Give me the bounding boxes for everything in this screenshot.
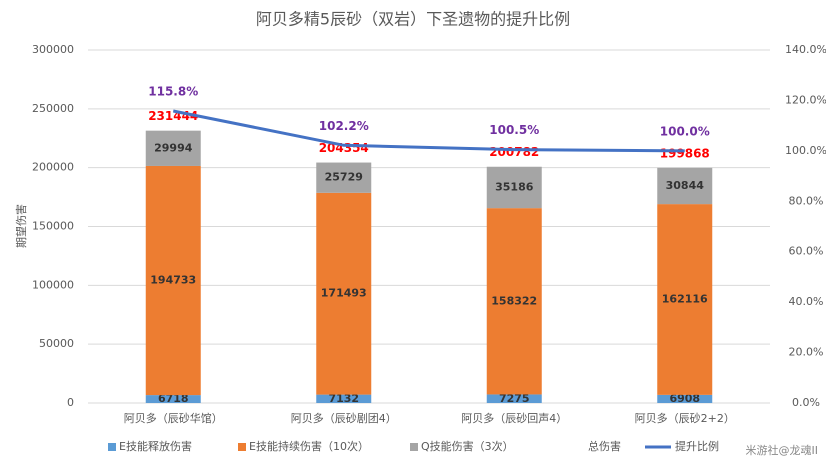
bar-segment [316, 192, 372, 395]
bar-segment [145, 395, 201, 403]
segment-label: 162116 [662, 292, 708, 305]
y2-tick-label: 80.0% [789, 194, 824, 207]
segment-label: 158322 [491, 294, 537, 307]
ratio-label: 115.8% [148, 85, 198, 99]
y-tick-label: 0 [67, 396, 74, 409]
total-label: 200782 [489, 145, 539, 159]
y2-tick-label: 20.0% [789, 346, 824, 359]
segment-label: 7132 [328, 392, 359, 405]
chart-title: 阿贝多精5辰砂（双岩）下圣遗物的提升比例 [256, 10, 570, 29]
bar-segment [316, 394, 372, 403]
bar-segment [145, 165, 201, 396]
y-tick-label: 300000 [32, 43, 74, 56]
segment-label: 7275 [499, 392, 530, 405]
bar-segment [486, 394, 542, 403]
bar-segment [486, 208, 542, 395]
legend-label: 提升比例 [675, 439, 719, 453]
bar-segment [657, 204, 713, 395]
y-tick-label: 150000 [32, 220, 74, 233]
bar-segment [316, 162, 372, 193]
y-axis-label: 期望伤害 [14, 204, 28, 248]
segment-label: 29994 [154, 141, 193, 154]
ratio-line [172, 109, 685, 153]
y2-tick-label: 100.0% [785, 144, 826, 157]
segment-label: 6718 [158, 392, 189, 405]
y-tick-label: 50000 [39, 337, 74, 350]
bar-segment [657, 394, 713, 403]
y-tick-label: 250000 [32, 102, 74, 115]
y2-tick-label: 140.0% [785, 43, 826, 56]
total-label: 199868 [660, 146, 710, 160]
watermark: 米游社@龙魂II [746, 443, 819, 457]
y-tick-label: 100000 [32, 278, 74, 291]
legend-swatch [238, 443, 246, 451]
segment-label: 6908 [669, 392, 700, 405]
legend-label: E技能释放伤害 [119, 439, 192, 453]
bar-segment [657, 167, 713, 205]
x-tick-label: 阿贝多（辰砂华馆） [124, 411, 223, 425]
segment-label: 25729 [325, 171, 363, 184]
bar-segment [145, 130, 201, 166]
segment-label: 194733 [150, 274, 196, 287]
legend-label: 总伤害 [588, 439, 621, 453]
legend-swatch [410, 443, 418, 451]
legend-label: Q技能伤害（3次） [421, 439, 514, 453]
x-tick-label: 阿贝多（辰砂回声4） [461, 411, 567, 425]
segment-label: 30844 [666, 179, 705, 192]
ratio-label: 100.5% [489, 123, 539, 137]
legend-swatch [108, 443, 116, 451]
segment-label: 35186 [495, 180, 534, 193]
bar-segment [486, 166, 542, 209]
y-tick-label: 200000 [32, 161, 74, 174]
y2-tick-label: 120.0% [785, 93, 826, 106]
y2-tick-label: 0.0% [792, 396, 820, 409]
x-tick-label: 阿贝多（辰砂2+2） [635, 411, 735, 425]
y2-tick-label: 40.0% [789, 295, 824, 308]
ratio-label: 102.2% [319, 119, 369, 133]
legend-label: E技能持续伤害（10次） [249, 439, 369, 453]
segment-label: 171493 [321, 287, 367, 300]
y2-tick-label: 60.0% [789, 245, 824, 258]
x-tick-label: 阿贝多（辰砂剧团4） [291, 411, 397, 425]
ratio-label: 100.0% [660, 124, 710, 138]
